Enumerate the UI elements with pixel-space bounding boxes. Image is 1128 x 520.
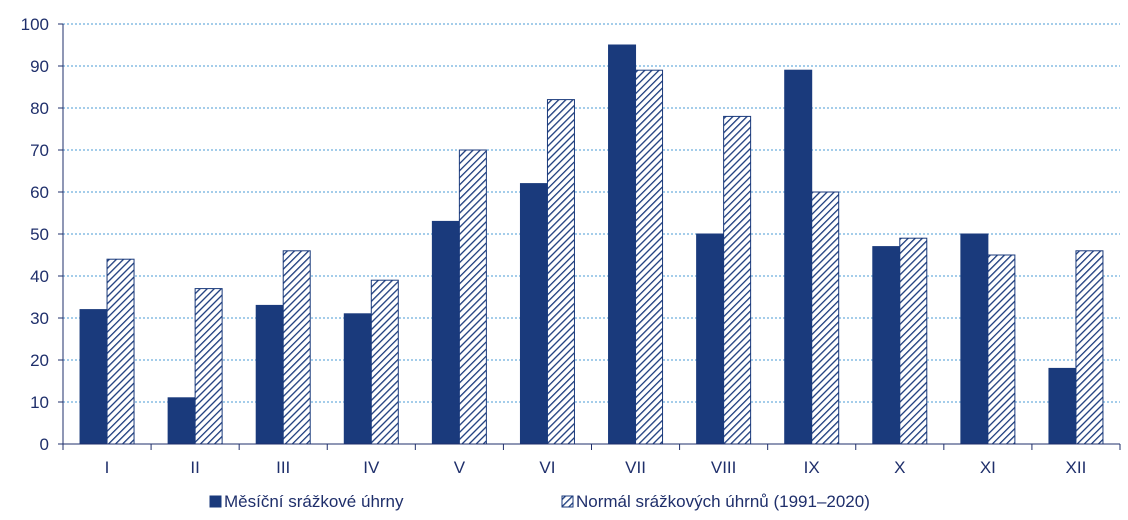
x-tick-label: XII	[1066, 458, 1087, 477]
bar-monthly-precipitation	[431, 220, 460, 445]
bar-normal-precipitation	[106, 258, 135, 445]
bar-monthly-precipitation	[696, 233, 725, 445]
bar-normal-precipitation	[1075, 250, 1104, 445]
y-axis-tick-labels: 0 10 20 30 40 50 60 70 80 90 100	[21, 15, 49, 454]
x-tick-label: XI	[980, 458, 996, 477]
x-tick-label: X	[894, 458, 905, 477]
y-tick-label: 40	[30, 267, 49, 286]
gridlines	[63, 23, 1120, 403]
x-tick-label: I	[105, 458, 110, 477]
bar-normal-precipitation	[723, 115, 752, 445]
y-tick-label: 30	[30, 309, 49, 328]
bar-normal-precipitation	[194, 288, 223, 445]
y-tick-label: 10	[30, 393, 49, 412]
bar-monthly-precipitation	[343, 313, 372, 445]
x-tick-label: IX	[804, 458, 820, 477]
bar-monthly-precipitation	[1048, 367, 1077, 445]
bar-normal-precipitation	[458, 149, 487, 445]
axes	[58, 23, 1121, 450]
legend-label: Měsíční srážkové úhrny	[224, 492, 404, 511]
bar-normal-precipitation	[635, 69, 664, 445]
x-tick-label: IV	[363, 458, 380, 477]
bars	[79, 44, 1104, 445]
bar-monthly-precipitation	[79, 309, 108, 445]
y-tick-label: 50	[30, 225, 49, 244]
x-tick-label: VI	[539, 458, 555, 477]
bar-monthly-precipitation	[519, 183, 548, 445]
bar-normal-precipitation	[987, 254, 1016, 445]
legend: Měsíční srážkové úhrny Normál srážkových …	[209, 492, 870, 511]
x-tick-label: V	[454, 458, 466, 477]
bar-monthly-precipitation	[608, 44, 637, 445]
x-tick-label: VII	[625, 458, 646, 477]
bar-normal-precipitation	[811, 191, 840, 445]
x-tick-label: III	[276, 458, 290, 477]
legend-swatch-normal	[561, 495, 574, 508]
bar-normal-precipitation	[282, 250, 311, 445]
y-tick-label: 80	[30, 99, 49, 118]
bar-monthly-precipitation	[872, 246, 901, 445]
y-tick-label: 70	[30, 141, 49, 160]
y-tick-label: 90	[30, 57, 49, 76]
bar-normal-precipitation	[370, 279, 399, 445]
x-tick-label: II	[190, 458, 199, 477]
y-tick-label: 0	[40, 435, 49, 454]
bar-monthly-precipitation	[167, 397, 196, 445]
x-axis-tick-labels: I II III IV V VI VII VIII IX X XI XII	[105, 458, 1087, 477]
legend-swatch-monthly	[209, 495, 222, 508]
y-tick-label: 100	[21, 15, 49, 34]
y-tick-label: 20	[30, 351, 49, 370]
legend-label: Normál srážkových úhrnů (1991–2020)	[576, 492, 870, 511]
bar-monthly-precipitation	[960, 233, 989, 445]
bar-normal-precipitation	[899, 237, 928, 445]
x-tick-label: VIII	[711, 458, 737, 477]
bar-normal-precipitation	[546, 99, 575, 445]
y-tick-label: 60	[30, 183, 49, 202]
bar-monthly-precipitation	[784, 69, 813, 445]
bar-monthly-precipitation	[255, 304, 284, 445]
